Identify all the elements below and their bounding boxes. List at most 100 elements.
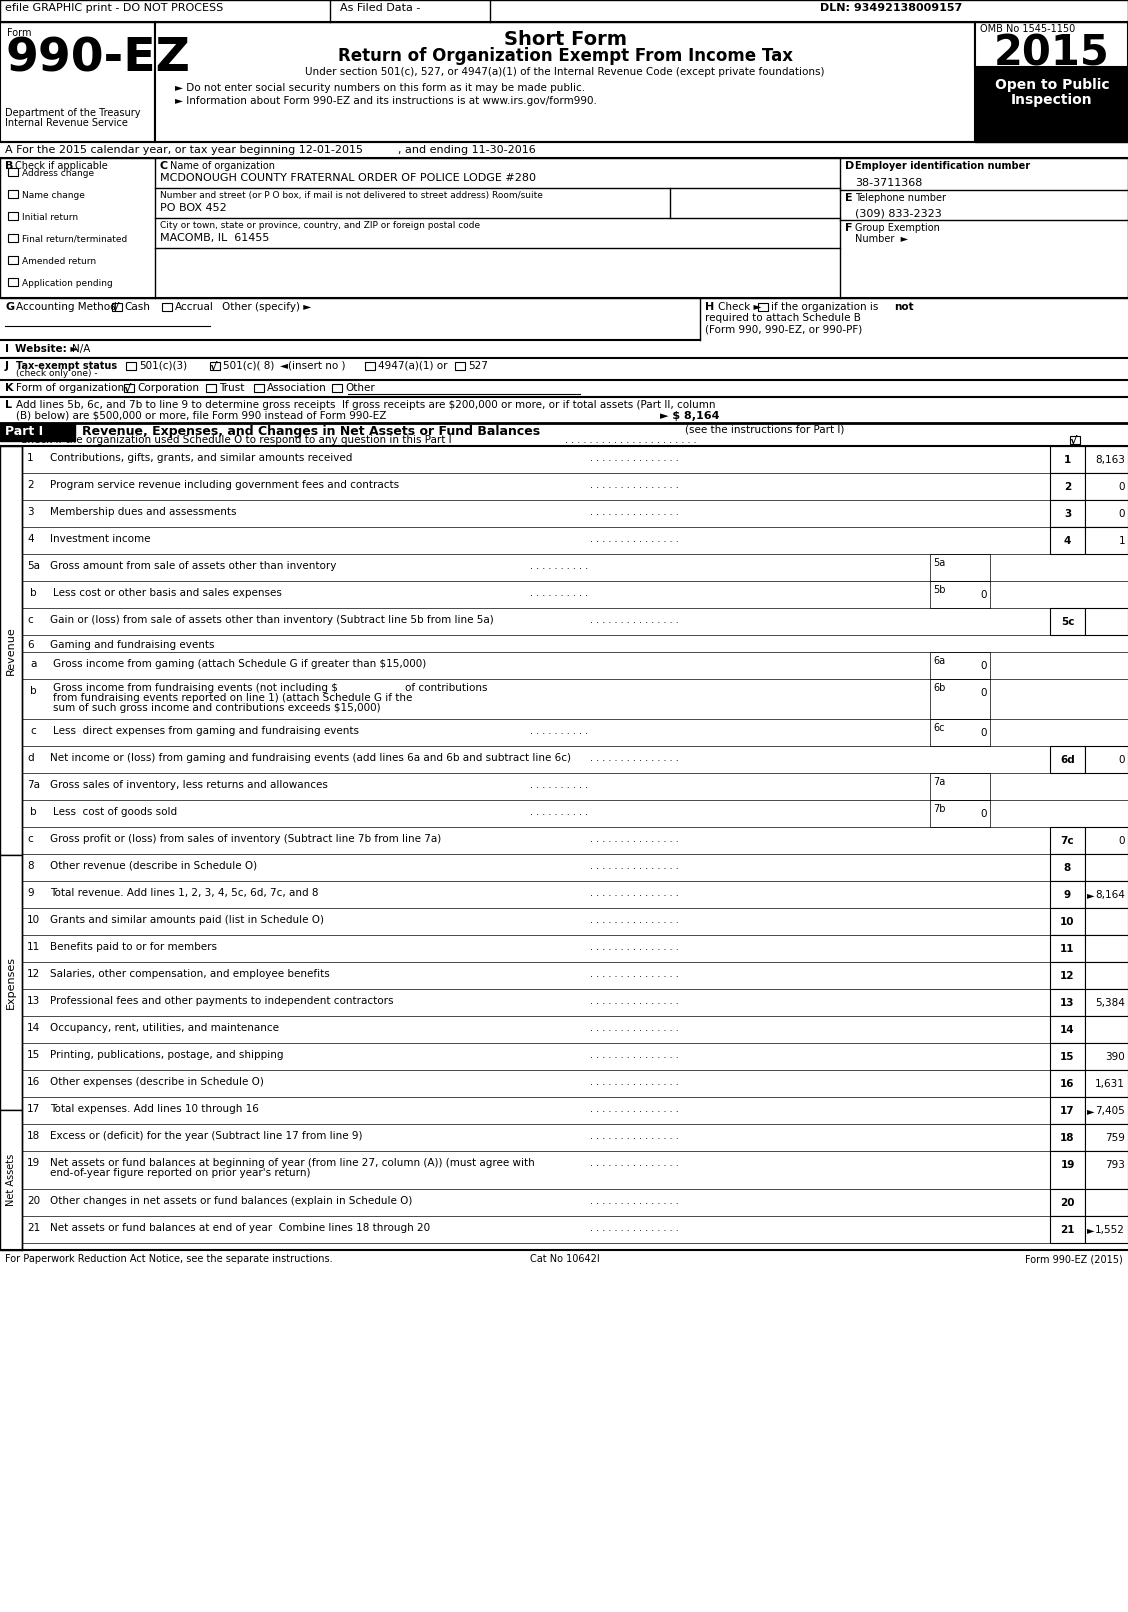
Text: . . . . . . . . . . . . . . .: . . . . . . . . . . . . . . . bbox=[590, 1224, 679, 1233]
Text: 501(c)(3): 501(c)(3) bbox=[139, 361, 187, 371]
Text: 390: 390 bbox=[1105, 1053, 1125, 1062]
Text: 14: 14 bbox=[1060, 1025, 1075, 1035]
Text: Inspection: Inspection bbox=[1011, 93, 1093, 106]
Text: Form 990-EZ (2015): Form 990-EZ (2015) bbox=[1025, 1254, 1123, 1264]
Bar bbox=[1070, 435, 1079, 443]
Bar bbox=[155, 23, 975, 142]
Text: 6a: 6a bbox=[933, 656, 945, 666]
Bar bbox=[1085, 500, 1128, 527]
Bar bbox=[929, 679, 990, 719]
Bar bbox=[975, 68, 1128, 142]
Text: Application pending: Application pending bbox=[23, 279, 113, 289]
Text: Number  ►: Number ► bbox=[855, 234, 908, 243]
Bar bbox=[1050, 1215, 1085, 1243]
Bar bbox=[112, 303, 122, 311]
Bar bbox=[1050, 882, 1085, 908]
Bar bbox=[0, 447, 23, 854]
Bar bbox=[1050, 962, 1085, 990]
Text: . . . . . . . . . . . . . . .: . . . . . . . . . . . . . . . bbox=[590, 1196, 679, 1206]
Bar bbox=[1050, 854, 1085, 882]
Text: b: b bbox=[30, 588, 36, 598]
Text: 17: 17 bbox=[1060, 1106, 1075, 1116]
Text: City or town, state or province, country, and ZIP or foreign postal code: City or town, state or province, country… bbox=[160, 221, 481, 231]
Bar bbox=[1085, 827, 1128, 854]
Bar bbox=[1085, 1070, 1128, 1098]
Text: 0: 0 bbox=[1119, 509, 1125, 519]
Bar bbox=[929, 555, 990, 580]
Bar bbox=[126, 363, 136, 371]
Text: 2: 2 bbox=[1064, 482, 1072, 492]
Text: 10: 10 bbox=[1060, 917, 1075, 927]
Text: 20: 20 bbox=[27, 1196, 41, 1206]
Text: 38-3711368: 38-3711368 bbox=[855, 177, 923, 189]
Text: Grants and similar amounts paid (list in Schedule O): Grants and similar amounts paid (list in… bbox=[50, 916, 324, 925]
Text: Cash: Cash bbox=[124, 301, 150, 313]
Text: . . . . . . . . . . . . . . .: . . . . . . . . . . . . . . . bbox=[590, 1024, 679, 1033]
Text: Other: Other bbox=[345, 384, 374, 393]
Text: 3: 3 bbox=[1064, 509, 1072, 519]
Text: Other revenue (describe in Schedule O): Other revenue (describe in Schedule O) bbox=[50, 861, 257, 870]
Text: Add lines 5b, 6c, and 7b to line 9 to determine gross receipts  If gross receipt: Add lines 5b, 6c, and 7b to line 9 to de… bbox=[16, 400, 715, 409]
Text: 8: 8 bbox=[27, 861, 34, 870]
Text: Expenses: Expenses bbox=[6, 956, 16, 1009]
Bar bbox=[1085, 854, 1128, 882]
Text: 2: 2 bbox=[27, 480, 34, 490]
Text: Excess or (deficit) for the year (Subtract line 17 from line 9): Excess or (deficit) for the year (Subtra… bbox=[50, 1132, 362, 1141]
Text: Printing, publications, postage, and shipping: Printing, publications, postage, and shi… bbox=[50, 1049, 283, 1061]
Text: 12: 12 bbox=[27, 969, 41, 978]
Text: For Paperwork Reduction Act Notice, see the separate instructions.: For Paperwork Reduction Act Notice, see … bbox=[5, 1254, 333, 1264]
Text: 8,163: 8,163 bbox=[1095, 455, 1125, 464]
Text: . . . . . . . . . . . . . . .: . . . . . . . . . . . . . . . bbox=[590, 1104, 679, 1114]
Text: 7c: 7c bbox=[1060, 837, 1074, 846]
Text: 7a: 7a bbox=[27, 780, 39, 790]
Text: . . . . . . . . . .: . . . . . . . . . . bbox=[530, 808, 588, 817]
Bar bbox=[1085, 1098, 1128, 1124]
Bar bbox=[1050, 1043, 1085, 1070]
Text: ►: ► bbox=[1087, 890, 1094, 899]
Text: Open to Public: Open to Public bbox=[995, 77, 1109, 92]
Text: L: L bbox=[5, 400, 12, 409]
Text: . . . . . . . . . .: . . . . . . . . . . bbox=[530, 588, 588, 598]
Text: G: G bbox=[5, 301, 15, 313]
Text: . . . . . . . . . .: . . . . . . . . . . bbox=[530, 780, 588, 790]
Text: Check if applicable: Check if applicable bbox=[15, 161, 108, 171]
Text: 1: 1 bbox=[1118, 537, 1125, 546]
Text: Gross income from gaming (attach Schedule G if greater than $15,000): Gross income from gaming (attach Schedul… bbox=[53, 659, 426, 669]
Text: 4: 4 bbox=[27, 534, 34, 543]
Text: (check only one) -: (check only one) - bbox=[16, 369, 98, 377]
Text: 0: 0 bbox=[980, 661, 987, 671]
Text: 19: 19 bbox=[1060, 1161, 1075, 1170]
Text: Name change: Name change bbox=[23, 190, 85, 200]
Text: 15: 15 bbox=[27, 1049, 41, 1061]
Text: Accrual: Accrual bbox=[175, 301, 214, 313]
Text: end-of-year figure reported on prior year's return): end-of-year figure reported on prior yea… bbox=[50, 1169, 310, 1178]
Text: F: F bbox=[845, 222, 853, 234]
Text: b: b bbox=[30, 687, 36, 696]
Bar bbox=[8, 168, 18, 176]
Text: √: √ bbox=[112, 303, 120, 313]
Text: 18: 18 bbox=[1060, 1133, 1075, 1143]
Text: ◄(insert no ): ◄(insert no ) bbox=[280, 361, 345, 371]
Text: 0: 0 bbox=[1119, 754, 1125, 766]
Text: 1: 1 bbox=[1064, 455, 1072, 464]
Bar bbox=[1085, 990, 1128, 1016]
Text: Return of Organization Exempt From Income Tax: Return of Organization Exempt From Incom… bbox=[337, 47, 793, 64]
Text: 1,631: 1,631 bbox=[1095, 1078, 1125, 1090]
Bar bbox=[1085, 1190, 1128, 1215]
Bar bbox=[1050, 746, 1085, 774]
Text: Department of the Treasury: Department of the Treasury bbox=[5, 108, 141, 118]
Bar bbox=[1085, 962, 1128, 990]
Text: c: c bbox=[27, 616, 33, 625]
Text: Cat No 10642I: Cat No 10642I bbox=[530, 1254, 600, 1264]
Text: 501(c)( 8): 501(c)( 8) bbox=[223, 361, 274, 371]
Text: Less  direct expenses from gaming and fundraising events: Less direct expenses from gaming and fun… bbox=[53, 725, 359, 737]
Bar bbox=[0, 23, 155, 142]
Text: Gross sales of inventory, less returns and allowances: Gross sales of inventory, less returns a… bbox=[50, 780, 328, 790]
Bar bbox=[929, 580, 990, 608]
Text: 3: 3 bbox=[27, 508, 34, 517]
Bar bbox=[1050, 1016, 1085, 1043]
Text: 7a: 7a bbox=[933, 777, 945, 787]
Text: 1,552: 1,552 bbox=[1095, 1225, 1125, 1235]
Bar bbox=[975, 23, 1128, 68]
Text: Internal Revenue Service: Internal Revenue Service bbox=[5, 118, 127, 127]
